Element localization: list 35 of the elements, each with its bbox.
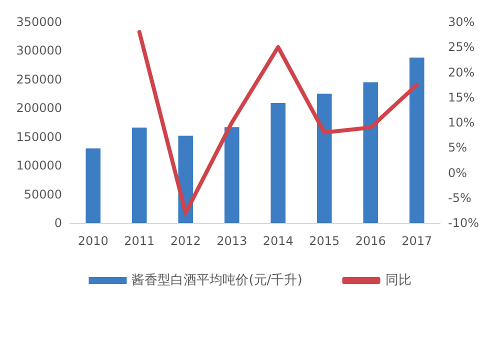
x-tick-label: 2013 — [216, 234, 248, 248]
y2-tick-label: 10% — [448, 116, 475, 130]
y2-tick-label: -10% — [448, 216, 480, 230]
bar — [224, 127, 240, 223]
bar — [363, 82, 378, 223]
y-tick-label: 200000 — [16, 101, 62, 116]
bar — [86, 148, 101, 223]
y2-tick-label: 5% — [448, 140, 468, 155]
x-tick-label: 2011 — [124, 234, 155, 248]
y-tick-label: 100000 — [16, 158, 62, 173]
bar — [409, 58, 424, 223]
legend-label: 同比 — [385, 273, 412, 288]
bar — [132, 128, 147, 223]
y-tick-label: 350000 — [16, 15, 62, 29]
y-tick-label: 300000 — [16, 44, 62, 58]
x-tick-label: 2017 — [402, 234, 432, 248]
x-tick-label: 2012 — [170, 234, 201, 248]
y2-tick-label: 30% — [448, 15, 475, 29]
x-tick-label: 2014 — [262, 234, 294, 248]
y-tick-label: 150000 — [16, 130, 62, 144]
y-tick-label: 0 — [54, 216, 62, 230]
y2-tick-label: 20% — [448, 65, 475, 80]
x-tick-label: 2010 — [78, 234, 108, 248]
y2-tick-label: 0% — [448, 166, 468, 180]
y-tick-label: 250000 — [16, 72, 62, 86]
bar — [316, 94, 332, 223]
y2-tick-label: 15% — [448, 90, 475, 104]
x-tick-label: 2016 — [355, 234, 386, 248]
y2-tick-label: -5% — [448, 190, 472, 205]
y2-tick-label: 25% — [448, 40, 475, 54]
y-tick-label: 50000 — [24, 187, 62, 202]
bar — [270, 102, 286, 223]
line-series — [137, 30, 419, 215]
x-tick-label: 2015 — [309, 234, 340, 248]
legend-label: 酱香型白酒平均吨价(元/千升) — [132, 273, 302, 288]
